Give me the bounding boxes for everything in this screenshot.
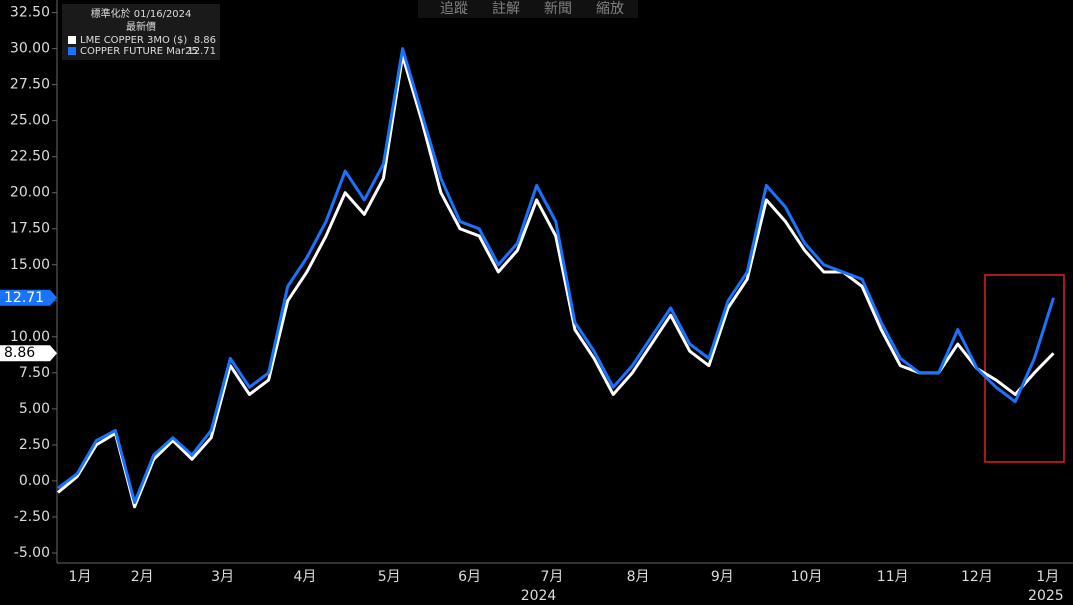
legend-swatch — [68, 47, 76, 55]
legend-swatch — [68, 36, 76, 44]
y-tick-label: -2.50 — [14, 509, 50, 525]
legend-box — [62, 4, 220, 60]
y-tick-label: 30.00 — [10, 41, 50, 57]
y-tick-label: 15.00 — [10, 257, 50, 273]
y-tick-label: 0.00 — [19, 473, 50, 489]
y-tick-label: 10.00 — [10, 329, 50, 345]
y-tick-label: 5.00 — [19, 401, 50, 417]
series-line — [57, 47, 1055, 505]
x-tick-label: 10月 — [791, 569, 823, 585]
last-value-label: 8.86 — [4, 345, 35, 361]
highlight-box — [984, 274, 1065, 463]
x-tick-label: 1月 — [69, 569, 92, 585]
y-tick-label: 17.50 — [10, 221, 50, 237]
y-tick-label: 25.00 — [10, 113, 50, 129]
legend-label: LME COPPER 3MO ($) — [80, 35, 187, 46]
y-tick-label: 22.50 — [10, 149, 50, 165]
x-tick-label: 8月 — [627, 569, 650, 585]
x-tick-label: 1月 — [1036, 569, 1059, 585]
x-tick-label: 5月 — [378, 569, 401, 585]
last-value-badge — [0, 345, 57, 362]
year-label: 2024 — [521, 588, 557, 604]
legend-subtitle: 最新價 — [126, 20, 156, 33]
year-label: 2025 — [1028, 588, 1064, 604]
x-tick-label: 4月 — [294, 569, 317, 585]
x-tick-label: 12月 — [961, 569, 993, 585]
y-tick-label: 27.50 — [10, 77, 50, 93]
legend-value: 12.71 — [187, 46, 216, 57]
x-tick-label: 9月 — [711, 569, 734, 585]
legend-value: 8.86 — [194, 35, 216, 46]
x-tick-label: 2月 — [131, 569, 154, 585]
series-line — [57, 54, 1055, 509]
x-tick-label: 3月 — [211, 569, 234, 585]
x-tick-label: 7月 — [540, 569, 563, 585]
y-tick-label: 32.50 — [10, 5, 50, 21]
x-tick-label: 11月 — [877, 569, 909, 585]
legend-title: 標準化於 01/16/2024 — [91, 7, 192, 20]
toolbar-bg — [418, 0, 638, 18]
last-value-label: 12.71 — [4, 290, 44, 306]
y-tick-label: 20.00 — [10, 185, 50, 201]
y-tick-label: 2.50 — [19, 437, 50, 453]
legend-label: COPPER FUTURE Mar25 — [80, 46, 198, 57]
x-tick-label: 6月 — [458, 569, 481, 585]
y-tick-label: -5.00 — [14, 545, 50, 561]
y-tick-label: 7.50 — [19, 365, 50, 381]
last-value-badge — [0, 289, 57, 306]
